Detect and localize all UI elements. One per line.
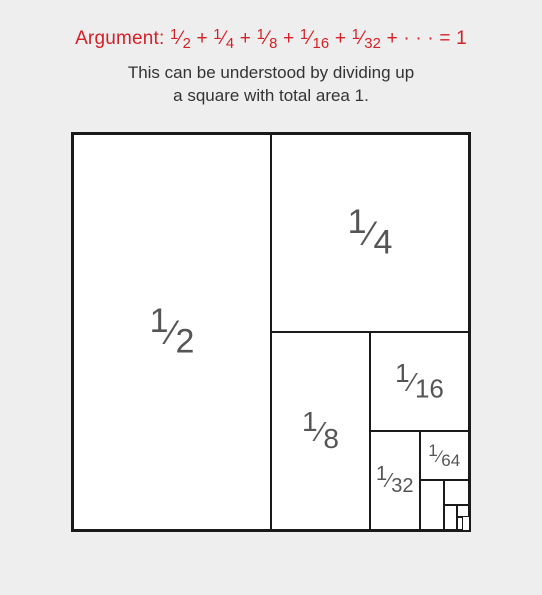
region-r2048 [457,517,463,529]
region-half: 1⁄2 [73,134,271,530]
region-r128 [420,480,445,530]
subtitle-line2: a square with total area 1. [173,86,369,105]
region-sixtyfourth: 1⁄64 [420,431,470,481]
region-r512 [444,505,456,530]
unit-square: 1⁄21⁄41⁄81⁄161⁄321⁄64 [71,132,471,532]
region-sixteenth: 1⁄16 [370,332,469,431]
subtitle: This can be understood by dividing up a … [128,62,414,108]
argument-title: Argument: 1⁄2 + 1⁄4 + 1⁄8 + 1⁄16 + 1⁄32 … [75,28,467,52]
region-eighth: 1⁄8 [271,332,370,530]
subtitle-line1: This can be understood by dividing up [128,63,414,82]
region-quarter: 1⁄4 [271,134,469,332]
region-thirtysecond: 1⁄32 [370,431,420,530]
region-r1024 [457,505,469,517]
region-r256 [444,480,469,505]
